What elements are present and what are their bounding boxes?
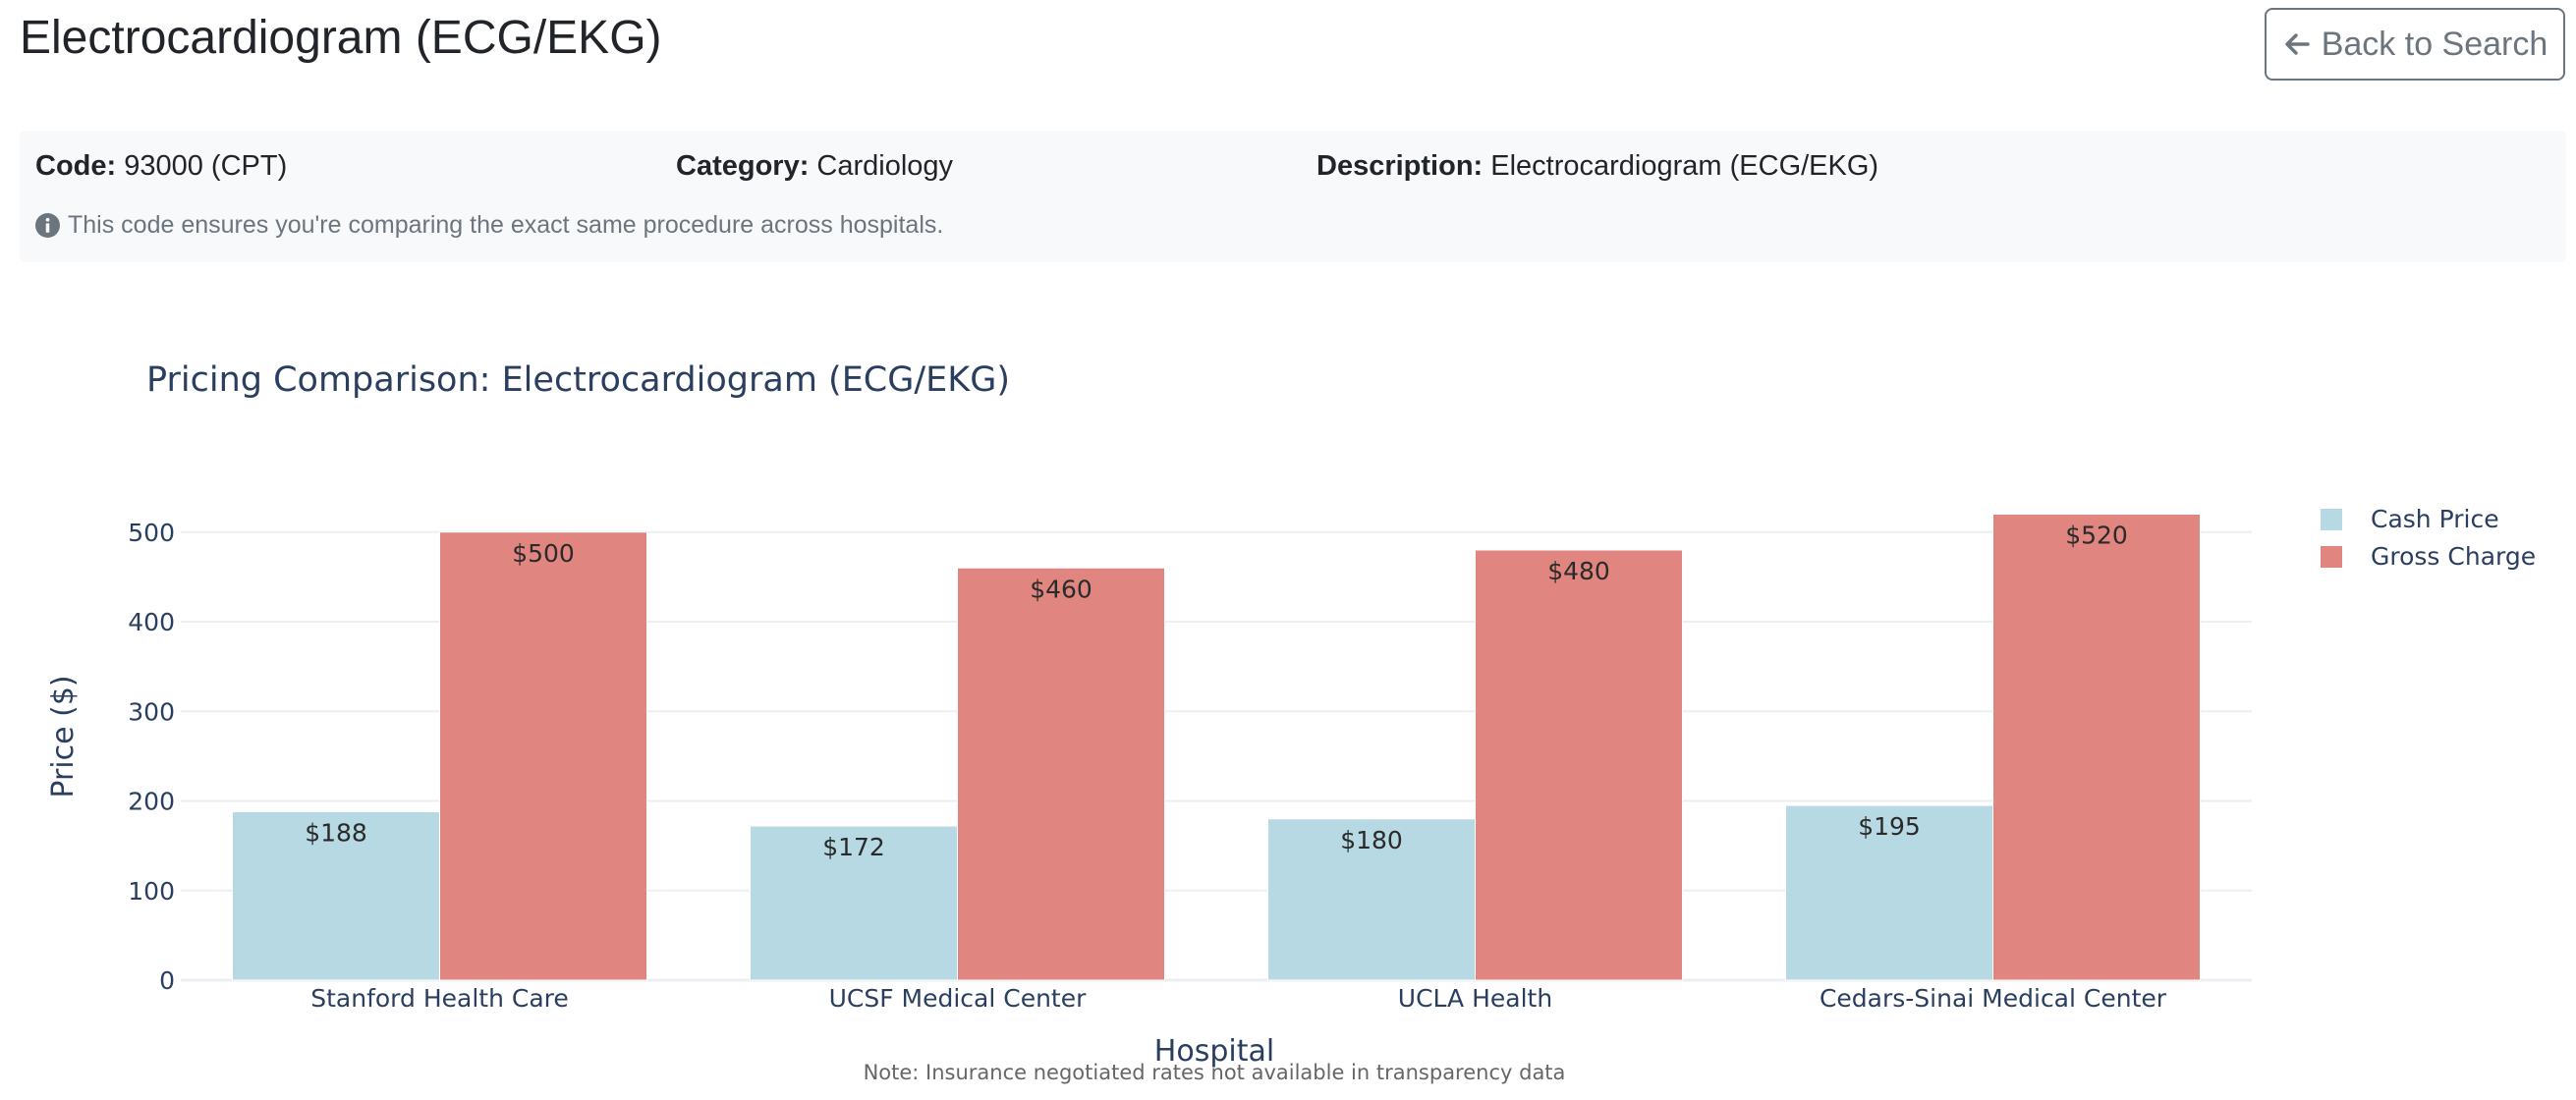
description-field: Description: Electrocardiogram (ECG/EKG) [1316, 147, 1878, 185]
description-label: Description: [1316, 150, 1484, 182]
legend-label: Cash Price [2371, 505, 2499, 533]
bar-gross-charge[interactable] [957, 567, 1165, 981]
bar-gross-charge[interactable] [439, 531, 647, 981]
x-tick-label: UCSF Medical Center [829, 984, 1088, 1013]
chart-data-labels: $188 $500 $172 $460 $180 $480 $195 $520 [305, 522, 2128, 862]
procedure-info-panel: Code: 93000 (CPT) Category: Cardiology D… [20, 131, 2566, 262]
bar-gross-charge[interactable] [1475, 549, 1683, 981]
legend-label: Gross Charge [2371, 542, 2536, 571]
bar-value-label: $520 [2065, 522, 2128, 550]
y-tick-label: 200 [128, 788, 175, 816]
x-axis-label: Hospital [1154, 1034, 1274, 1069]
bar-gross-charge[interactable] [1992, 514, 2201, 981]
x-tick-label: Stanford Health Care [310, 984, 569, 1013]
back-to-search-label: Back to Search [2321, 25, 2548, 63]
category-field: Category: Cardiology [676, 147, 953, 185]
y-tick-label: 0 [159, 966, 175, 995]
x-tick-label: UCLA Health [1398, 984, 1552, 1013]
page-title: Electrocardiogram (ECG/EKG) [20, 12, 662, 64]
category-value: Cardiology [816, 150, 954, 182]
legend-swatch [2321, 546, 2342, 568]
bar-value-label: $480 [1547, 557, 1610, 585]
chart-title: Pricing Comparison: Electrocardiogram (E… [146, 360, 1010, 400]
chart-legend[interactable]: Cash Price Gross Charge [2321, 505, 2536, 571]
code-field: Code: 93000 (CPT) [35, 147, 287, 185]
legend-swatch [2321, 509, 2342, 530]
legend-item-cash-price[interactable]: Cash Price [2321, 505, 2499, 533]
bar-cash-price[interactable] [750, 825, 958, 981]
y-tick-label: 500 [128, 519, 175, 547]
bar-cash-price[interactable] [1267, 818, 1476, 981]
y-axis-label: Price ($) [46, 675, 81, 798]
info-note: This code ensures you're comparing the e… [35, 208, 943, 242]
bar-value-label: $195 [1858, 812, 1921, 841]
info-note-text: This code ensures you're comparing the e… [68, 211, 944, 239]
x-tick-label: Cedars-Sinai Medical Center [1820, 984, 2167, 1013]
code-value: 93000 (CPT) [124, 150, 288, 182]
bar-value-label: $500 [512, 539, 575, 568]
chart-bars [232, 514, 2201, 981]
arrow-left-icon [2282, 29, 2312, 59]
bar-value-label: $460 [1030, 575, 1092, 603]
code-label: Code: [35, 150, 117, 182]
info-circle-icon [35, 212, 60, 238]
legend-item-gross-charge[interactable]: Gross Charge [2321, 542, 2536, 571]
category-label: Category: [676, 150, 810, 182]
chart-ticks: 0 100 200 300 400 500 Stanford Health Care UCSF… [128, 519, 2166, 1013]
bar-value-label: $172 [822, 833, 885, 861]
chart-note: Note: Insurance negotiated rates not ava… [864, 1061, 1566, 1084]
y-tick-label: 400 [128, 608, 175, 636]
pricing-comparison-chart: Pricing Comparison: Electrocardiogram (E… [46, 360, 2536, 1084]
bar-value-label: $180 [1340, 826, 1403, 854]
y-tick-label: 100 [128, 877, 175, 906]
bar-value-label: $188 [305, 818, 367, 847]
description-value: Electrocardiogram (ECG/EKG) [1490, 150, 1879, 182]
back-to-search-button[interactable]: Back to Search [2265, 8, 2565, 81]
y-tick-label: 300 [128, 697, 175, 726]
bar-cash-price[interactable] [1785, 804, 1993, 981]
